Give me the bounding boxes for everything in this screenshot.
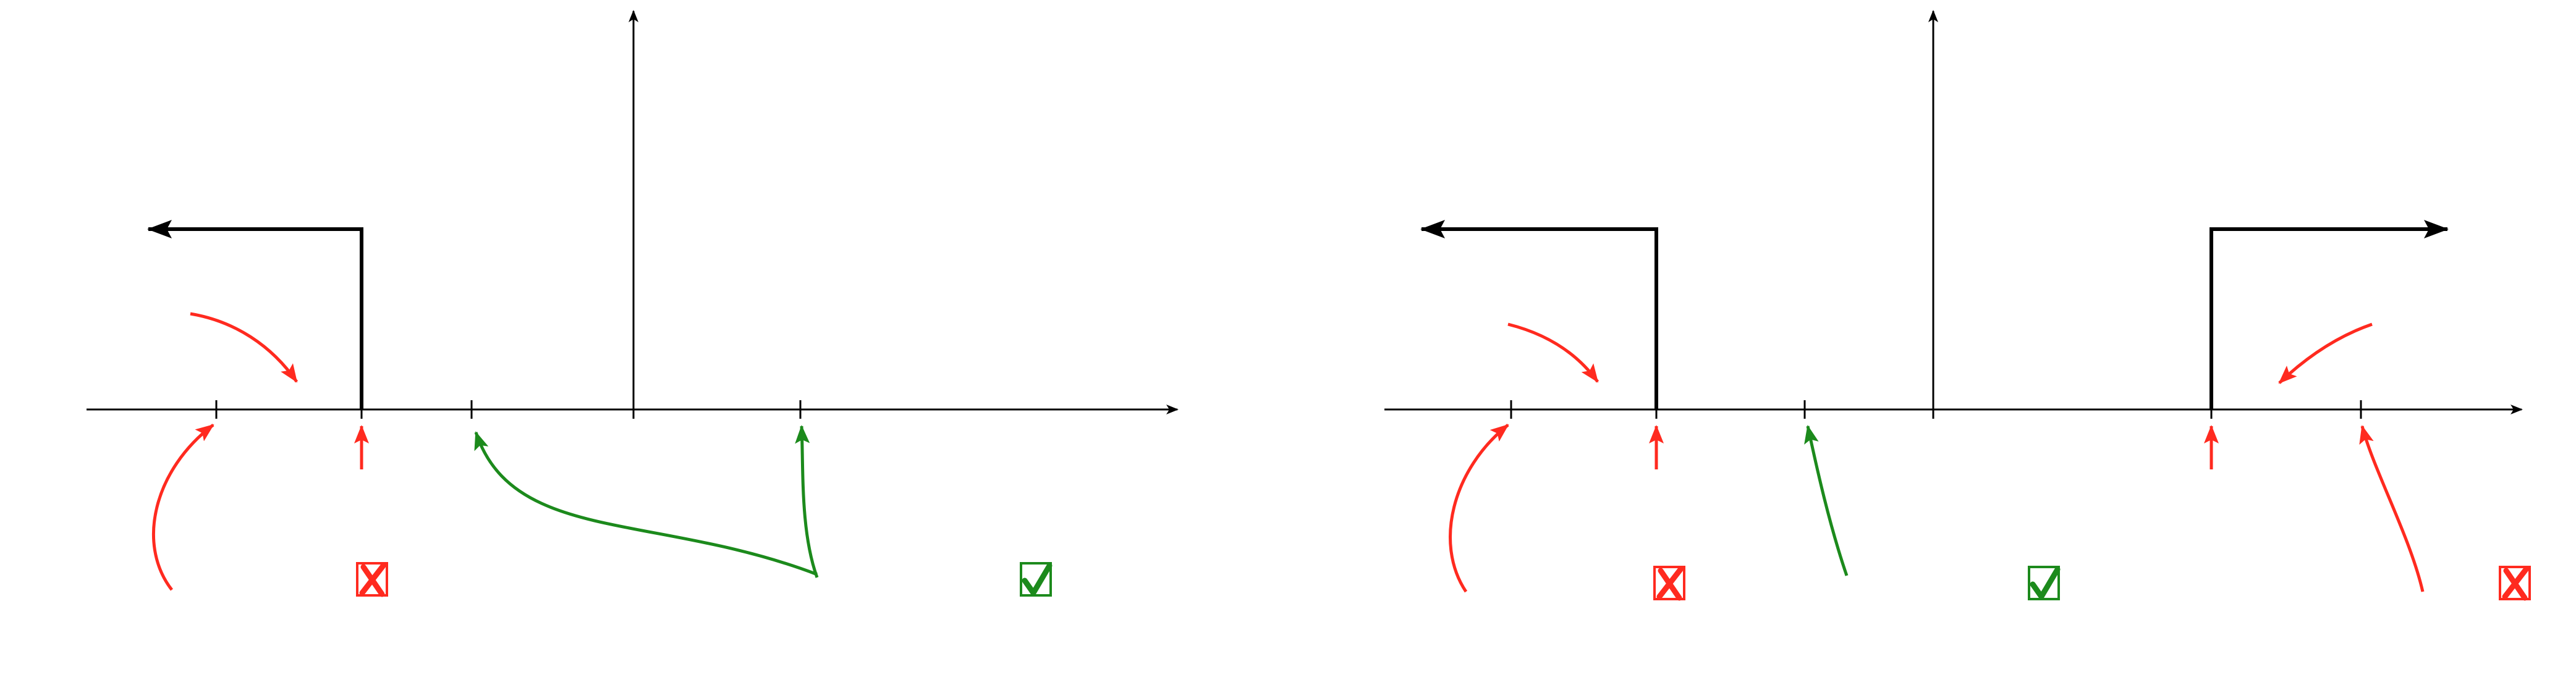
cross-icon xyxy=(356,562,388,597)
reject-statistic-arrow-right xyxy=(2359,425,2425,592)
alpha-half-arrow-right xyxy=(2278,322,2373,384)
check-icon xyxy=(2028,566,2061,600)
accept-statistic-arrow xyxy=(1804,425,1849,576)
rejection-bracket xyxy=(147,220,363,409)
cross-icon xyxy=(1653,566,1685,601)
panel-two-sided xyxy=(1384,10,2531,601)
accept-statistic-arrow-left xyxy=(474,431,818,576)
panel-one-sided xyxy=(87,10,1179,597)
rejection-bracket-left xyxy=(1420,220,1658,409)
cross-icon xyxy=(2499,566,2531,601)
rejection-bracket-right xyxy=(2210,220,2449,409)
alpha-arrow xyxy=(190,312,299,383)
check-icon xyxy=(1020,562,1053,597)
reject-statistic-arrow xyxy=(152,424,214,591)
alpha-half-arrow-left xyxy=(1507,322,1599,383)
reject-statistic-arrow-left xyxy=(1449,424,1509,593)
accept-statistic-arrow-right xyxy=(795,425,819,578)
